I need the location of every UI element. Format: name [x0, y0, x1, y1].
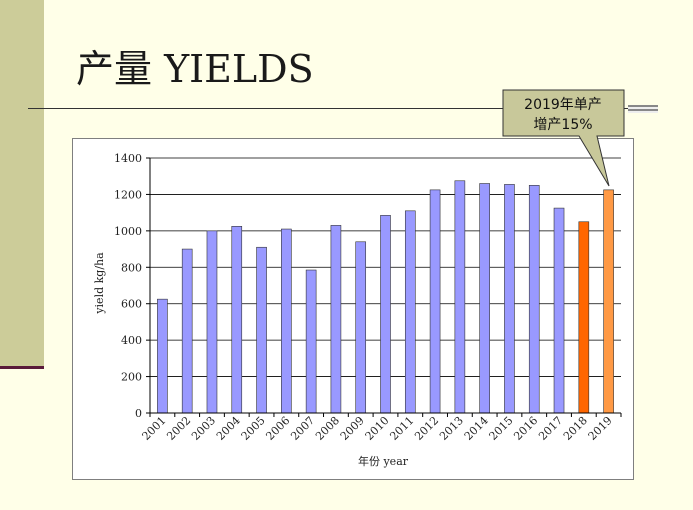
slide-title: 产量 YIELDS	[76, 47, 314, 91]
x-tick-label: 2016	[511, 414, 540, 443]
y-tick-label: 1400	[114, 152, 142, 165]
bar-2005	[256, 246, 267, 414]
callout-line-1: 2019年单产	[524, 97, 602, 113]
x-tick-label: 2015	[487, 414, 516, 443]
y-axis-label: yield kg/ha	[93, 252, 106, 315]
y-tick-labels: 0 200 400 600 800 1000 1200 1400	[114, 152, 142, 420]
bars	[157, 180, 614, 414]
x-tick-label: 2014	[462, 414, 491, 443]
y-tick-label: 800	[121, 261, 142, 274]
bar-2004	[231, 226, 243, 414]
x-tick-label: 2012	[412, 414, 441, 443]
bar-2013	[454, 180, 466, 414]
bar-2008	[330, 225, 342, 414]
x-tick-label: 2002	[164, 414, 193, 443]
x-tick-label: 2008	[313, 414, 342, 443]
bar-2015	[504, 184, 515, 414]
x-tick-label: 2018	[561, 414, 590, 443]
axes	[146, 157, 622, 417]
y-tick-label: 400	[121, 334, 142, 347]
y-tick-label: 0	[135, 407, 142, 420]
left-decor-bar	[0, 0, 44, 368]
left-decor-line	[0, 366, 44, 369]
x-tick-label: 2019	[586, 414, 615, 443]
y-tick-label: 1200	[114, 188, 142, 201]
x-tick-label: 2017	[536, 414, 565, 443]
bar-2001	[157, 298, 168, 414]
x-tick-label: 2004	[214, 414, 243, 443]
x-axis-label: 年份 year	[358, 454, 409, 468]
title-rule	[28, 108, 628, 109]
bar-2011	[404, 210, 416, 414]
x-tick-labels: 2001200220032004200520062007200820092010…	[140, 414, 615, 443]
bar-2006	[281, 228, 292, 414]
y-tick-label: 200	[121, 371, 142, 384]
callout-bubble	[502, 89, 625, 187]
callout: 2019年单产 增产15%	[502, 89, 625, 187]
bar-2003	[206, 230, 218, 414]
bar-2009	[355, 241, 367, 414]
callout-line-2: 增产15%	[533, 117, 592, 133]
bar-2018	[578, 221, 590, 414]
x-tick-label: 2003	[189, 414, 218, 443]
bar-2010	[380, 215, 391, 414]
x-tick-label: 2001	[140, 414, 169, 443]
bar-2007	[305, 269, 317, 414]
x-tick-label: 2010	[363, 414, 392, 443]
bar-2019	[603, 189, 614, 414]
chart-frame	[72, 138, 634, 480]
bar-2017	[553, 207, 565, 414]
y-tick-label: 1000	[114, 225, 142, 238]
x-tick-label: 2007	[288, 414, 317, 443]
y-tick-label: 600	[121, 298, 142, 311]
x-tick-label: 2005	[239, 414, 268, 443]
bar-2012	[429, 189, 441, 414]
bar-2002	[181, 248, 193, 414]
x-tick-label: 2013	[437, 414, 466, 443]
bar-2016	[528, 185, 540, 414]
x-tick-label: 2011	[387, 414, 416, 443]
title-rule-accent	[628, 105, 658, 113]
x-tick-label: 2009	[338, 414, 367, 443]
bar-2014	[479, 183, 490, 414]
x-tick-label: 2006	[263, 414, 292, 443]
